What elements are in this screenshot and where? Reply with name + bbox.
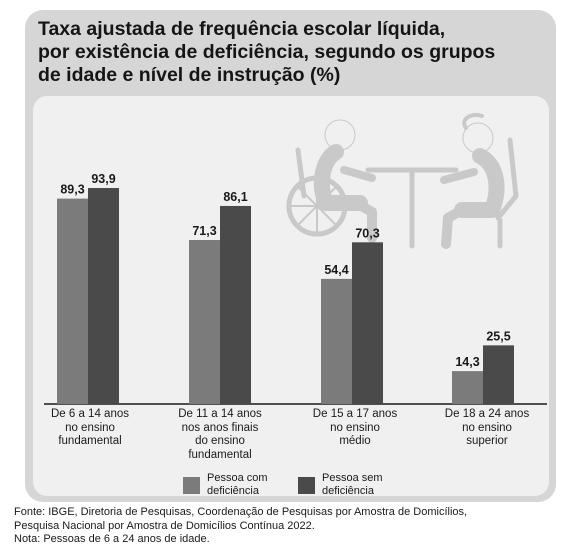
x-tick-label-18-24: De 18 a 24 anos no ensino superior xyxy=(427,408,547,449)
x-tick-label-line: no ensino xyxy=(330,421,380,434)
data-label: 89,3 xyxy=(60,183,84,197)
x-tick-label-line: nos anos finais xyxy=(181,421,259,434)
x-tick-label-line: De 11 a 14 anos xyxy=(178,408,262,420)
bar-com-deficiencia-3 xyxy=(452,371,483,404)
note-line: Nota: Pessoas de 6 a 24 anos de idade. xyxy=(14,533,210,545)
data-label: 71,3 xyxy=(192,224,216,238)
x-tick-label-line: do ensino xyxy=(195,435,245,447)
data-label: 86,1 xyxy=(223,190,247,204)
bar-sem-deficiencia-3 xyxy=(483,345,514,404)
bar-sem-deficiencia-2 xyxy=(352,242,383,404)
wheelchair-user-and-person-at-desk-icon xyxy=(286,113,519,249)
chart-title-line: de idade e nível de instrução (%) xyxy=(38,64,341,86)
legend-item-com-deficiencia: Pessoa com deficiência xyxy=(183,472,268,498)
data-label: 25,5 xyxy=(486,329,510,343)
x-tick-label-line: De 6 a 14 anos xyxy=(50,408,129,420)
x-tick-label-line: De 18 a 24 anos xyxy=(444,408,530,420)
wheelchair-frame-icon xyxy=(295,147,307,199)
data-label: 70,3 xyxy=(355,226,379,240)
legend-label: Pessoa com deficiência xyxy=(207,472,268,498)
x-tick-label-line: De 15 a 17 anos xyxy=(312,408,398,420)
bar-com-deficiencia-1 xyxy=(189,240,220,404)
x-tick-label-line: no ensino xyxy=(65,421,115,434)
x-tick-label-line: fundamental xyxy=(188,448,252,461)
person-arm-icon xyxy=(440,168,478,184)
legend-item-sem-deficiencia: Pessoa sem deficiência xyxy=(298,472,383,498)
x-tick-label-line: superior xyxy=(466,435,508,447)
source-line: Pesquisa Nacional por Amostra de Domicíl… xyxy=(14,519,315,532)
chart-title-line: por existência de deficiência, segundo o… xyxy=(38,41,496,63)
chart-title: Taxa ajustada de frequência escolar líqu… xyxy=(38,18,538,87)
person-hair-icon xyxy=(462,113,484,130)
legend-label: Pessoa sem deficiência xyxy=(322,472,383,498)
data-label: 93,9 xyxy=(91,172,115,186)
chair-icon xyxy=(495,137,519,249)
bar-sem-deficiencia-1 xyxy=(220,205,251,404)
bar-com-deficiencia-2 xyxy=(321,278,352,404)
data-label: 54,4 xyxy=(324,263,348,277)
person-arm-icon xyxy=(340,166,376,182)
legend-label-line: deficiência xyxy=(207,485,259,497)
person-leg-icon xyxy=(353,199,377,243)
x-tick-label-line: médio xyxy=(339,435,371,447)
source-note: Fonte: IBGE, Diretoria de Pesquisas, Coo… xyxy=(14,506,579,547)
legend-label-line: Pessoa com xyxy=(207,472,268,484)
wheel-spokes-icon xyxy=(288,177,346,235)
x-tick-label-11-14: De 11 a 14 anos nos anos finais do ensin… xyxy=(160,408,280,462)
chart-title-line: Taxa ajustada de frequência escolar líqu… xyxy=(38,18,446,40)
legend-swatch xyxy=(298,477,315,494)
person-leg-icon xyxy=(441,205,467,249)
x-tick-label-15-17: De 15 a 17 anos no ensino médio xyxy=(295,408,415,449)
legend-swatch xyxy=(183,477,200,494)
data-label: 14,3 xyxy=(455,355,479,369)
x-tick-label-6-14: De 6 a 14 anos no ensino fundamental xyxy=(30,408,150,449)
bar-sem-deficiencia-0 xyxy=(88,188,119,404)
x-tick-label-line: fundamental xyxy=(58,435,122,447)
legend-label-line: deficiência xyxy=(322,485,374,497)
source-line: Fonte: IBGE, Diretoria de Pesquisas, Coo… xyxy=(14,506,468,518)
x-tick-label-line: no ensino xyxy=(462,421,512,434)
person-body-icon xyxy=(454,148,505,218)
bar-com-deficiencia-0 xyxy=(57,198,88,404)
legend-label-line: Pessoa sem xyxy=(322,472,383,484)
